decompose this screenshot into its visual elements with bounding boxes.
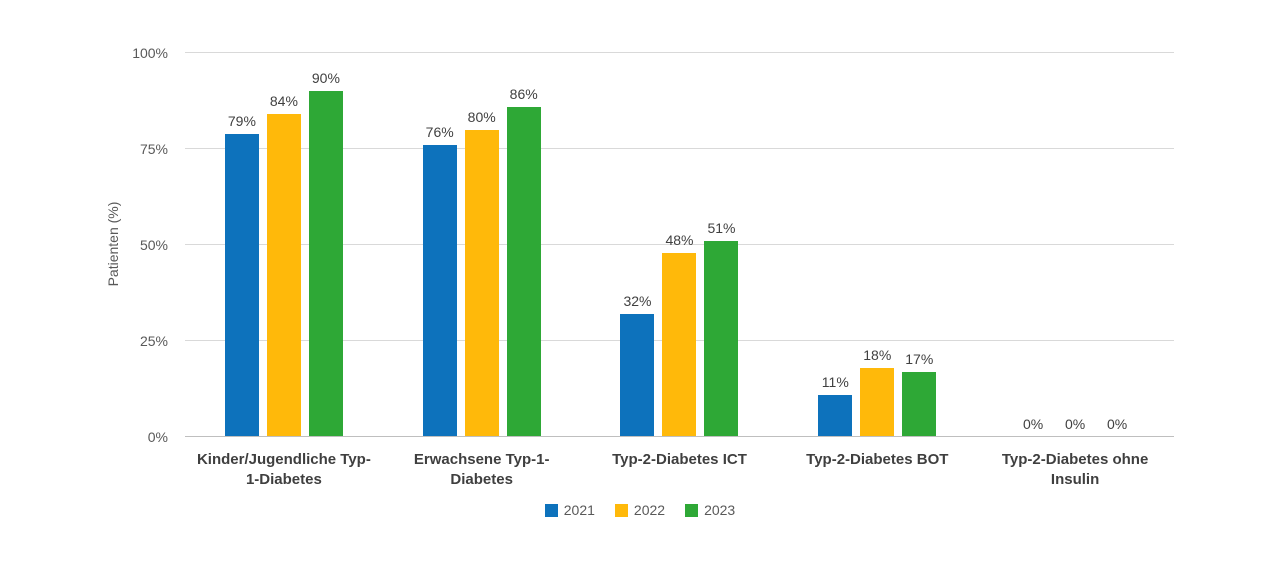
y-tick-label-50: 50% xyxy=(139,237,168,253)
x-category-label-2: Typ-2-Diabetes ICT xyxy=(612,451,747,468)
bar-wrap-2022-3: 18% xyxy=(860,53,895,437)
legend-label-2021: 2021 xyxy=(563,502,595,518)
bar-wrap-2021-3: 11% xyxy=(818,53,853,437)
bar-2022-3 xyxy=(860,367,895,437)
bar-value-label-2022-2: 48% xyxy=(665,231,694,248)
y-tick-label-0: 0% xyxy=(147,429,168,445)
bar-wrap-2023-3: 17% xyxy=(902,53,937,437)
bar-2023-0 xyxy=(308,91,343,437)
bar-value-label-2023-1: 86% xyxy=(509,85,538,102)
legend-item-2021: 2021 xyxy=(544,502,595,518)
bar-value-label-2022-0: 84% xyxy=(269,93,298,110)
y-tick-label-75: 75% xyxy=(139,141,168,157)
legend: 2021 2022 2023 xyxy=(0,503,1280,517)
x-category-label-4: Typ-2-Diabetes ohne Insulin xyxy=(1001,451,1149,489)
bar-value-label-2022-3: 18% xyxy=(863,346,892,363)
bar-value-label-2021-0: 79% xyxy=(227,112,256,129)
bar-group-0: 79% 84% 90% xyxy=(185,53,383,437)
legend-label-2022: 2022 xyxy=(633,502,666,518)
bar-value-label-2021-4: 0% xyxy=(1022,416,1044,432)
bar-value-label-2023-2: 51% xyxy=(707,220,736,237)
legend-item-2022: 2022 xyxy=(614,502,666,518)
bar-wrap-2023-0: 90% xyxy=(308,53,343,437)
legend-swatch-2023 xyxy=(685,503,699,517)
bar-wrap-2022-0: 84% xyxy=(266,53,301,437)
bar-wrap-2022-1: 80% xyxy=(464,53,499,437)
bar-value-label-2022-4: 0% xyxy=(1064,416,1086,432)
bar-value-label-2021-2: 32% xyxy=(623,293,652,310)
bar-2021-0 xyxy=(224,133,259,437)
gridline-50 xyxy=(185,244,1174,245)
x-category-label-0: Kinder/Jugendliche Typ-1-Diabetes xyxy=(196,451,371,489)
x-category-label-3: Typ-2-Diabetes BOT xyxy=(806,451,949,468)
bar-value-label-2022-1: 80% xyxy=(467,108,496,125)
x-category-label-1: Erwachsene Typ-1-Diabetes xyxy=(413,451,550,489)
bar-value-label-2021-3: 11% xyxy=(821,373,849,390)
x-axis-labels: Kinder/Jugendliche Typ-1-Diabetes Erwachs… xyxy=(185,450,1174,491)
bar-2023-2 xyxy=(704,241,739,437)
gridline-0 xyxy=(185,436,1174,437)
bar-value-label-2023-4: 0% xyxy=(1106,416,1128,432)
bar-wrap-2023-2: 51% xyxy=(704,53,739,437)
bar-2022-1 xyxy=(464,129,499,437)
gridline-75 xyxy=(185,148,1174,149)
bar-wrap-2023-4: 0% xyxy=(1100,53,1134,437)
bar-2023-3 xyxy=(902,371,937,437)
bar-wrap-2021-0: 79% xyxy=(224,53,259,437)
bar-wrap-2022-4: 0% xyxy=(1058,53,1092,437)
bar-2021-2 xyxy=(620,314,655,437)
legend-swatch-2022 xyxy=(614,503,628,517)
bar-2021-1 xyxy=(422,145,457,437)
legend-swatch-2021 xyxy=(544,503,558,517)
bar-wrap-2023-1: 86% xyxy=(506,53,541,437)
bar-wrap-2021-4: 0% xyxy=(1016,53,1050,437)
bar-group-2: 32% 48% 51% xyxy=(581,53,779,437)
gridline-100 xyxy=(185,52,1174,53)
bar-value-label-2021-1: 76% xyxy=(425,124,454,141)
bar-group-3: 11% 18% 17% xyxy=(778,53,976,437)
legend-item-2023: 2023 xyxy=(685,503,735,517)
bar-value-label-2023-3: 17% xyxy=(905,350,934,367)
bar-wrap-2022-2: 48% xyxy=(662,53,697,437)
bar-2021-3 xyxy=(818,394,853,437)
bar-wrap-2021-2: 32% xyxy=(620,53,655,437)
bar-2023-1 xyxy=(506,106,541,437)
bar-value-label-2023-0: 90% xyxy=(311,70,340,87)
y-tick-label-25: 25% xyxy=(139,333,168,349)
legend-label-2023: 2023 xyxy=(704,502,736,518)
bar-2022-2 xyxy=(662,252,697,437)
bar-2022-0 xyxy=(266,114,301,437)
plot-area: 0% 25% 50% 75% 100% 79% 84% 90% 76% 80% 86% 32% 48%… xyxy=(132,46,1174,444)
y-tick-label-100: 100% xyxy=(132,45,168,61)
bar-wrap-2021-1: 76% xyxy=(422,53,457,437)
bar-group-4: 0% 0% 0% xyxy=(976,53,1174,437)
bar-group-1: 76% 80% 86% xyxy=(383,53,581,437)
bar-groups-container: 79% 84% 90% 76% 80% 86% 32% 48% 51% 11% 18% 17% 0% 0%… xyxy=(185,53,1174,437)
